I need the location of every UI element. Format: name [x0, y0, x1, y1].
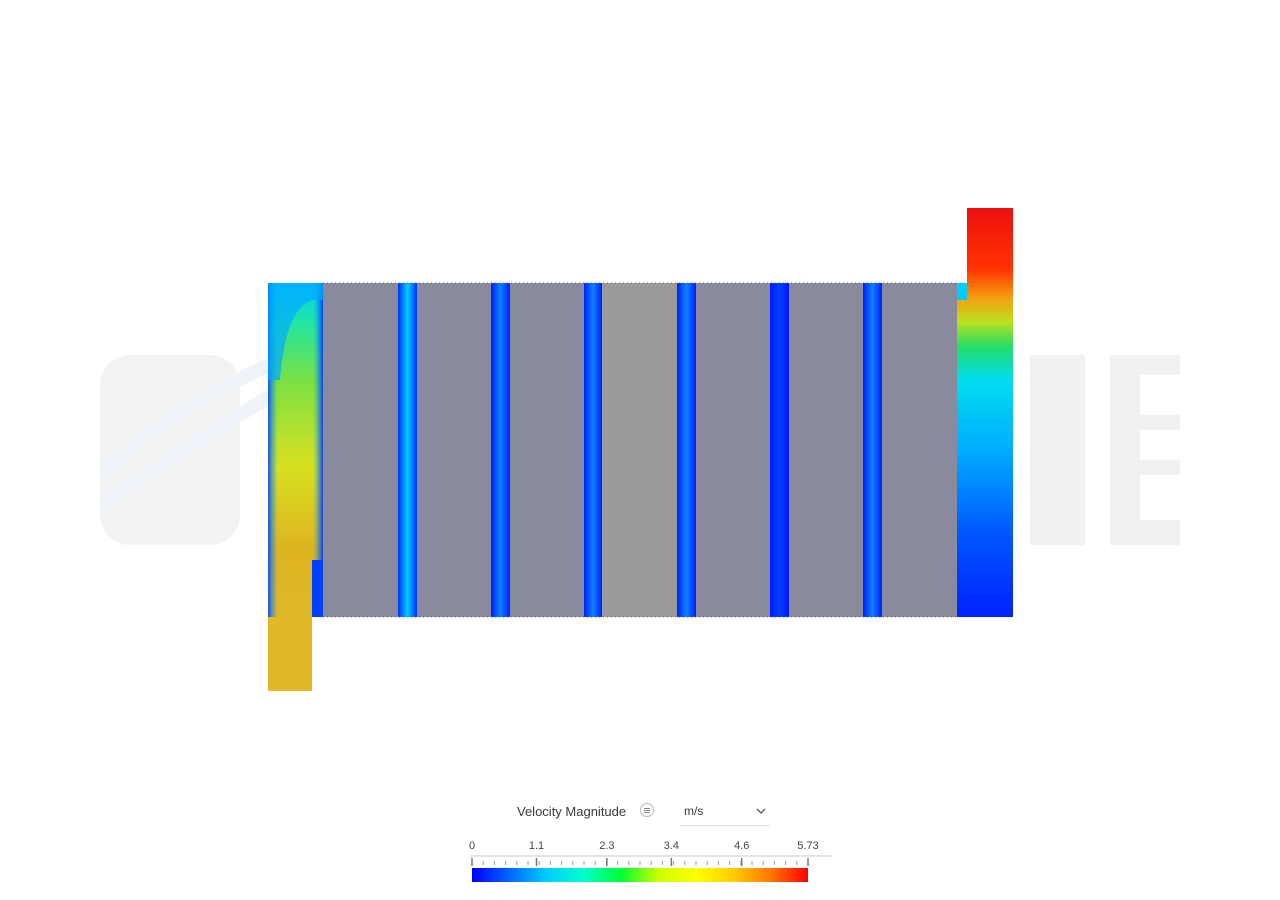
- channel-1: [398, 283, 417, 617]
- channel-5: [770, 283, 789, 617]
- tick-label: 3.4: [663, 840, 680, 852]
- legend-scale: 0 1.1 2.3 3.4 4.6 5.73: [460, 840, 840, 890]
- tick-label: 2.3: [599, 840, 615, 852]
- tick-label: 1.1: [528, 840, 545, 852]
- center-solid: [602, 283, 677, 617]
- channel-3: [584, 283, 602, 617]
- chevron-down-icon: [756, 808, 766, 814]
- unit-dropdown[interactable]: m/s: [680, 798, 770, 826]
- simscale-logo-watermark: [100, 355, 1180, 545]
- colorbar: [471, 855, 832, 882]
- channel-2: [491, 283, 510, 617]
- tick-label: 4.6: [734, 840, 750, 852]
- tick-label: 0: [468, 840, 476, 852]
- list-info-icon[interactable]: [640, 803, 654, 817]
- colorbar-gradient: [472, 868, 808, 882]
- tick-label: 5.73: [797, 840, 819, 852]
- channel-6: [863, 283, 882, 617]
- channel-4: [677, 283, 696, 617]
- legend-header: Velocity Magnitude m/s: [460, 798, 840, 826]
- legend-title: Velocity Magnitude: [517, 804, 627, 819]
- color-legend: Velocity Magnitude m/s 0 1.1 2.3 3.4 4.6 5.73: [460, 798, 840, 888]
- inlet-pipe: [268, 617, 312, 691]
- unit-value: m/s: [684, 804, 704, 818]
